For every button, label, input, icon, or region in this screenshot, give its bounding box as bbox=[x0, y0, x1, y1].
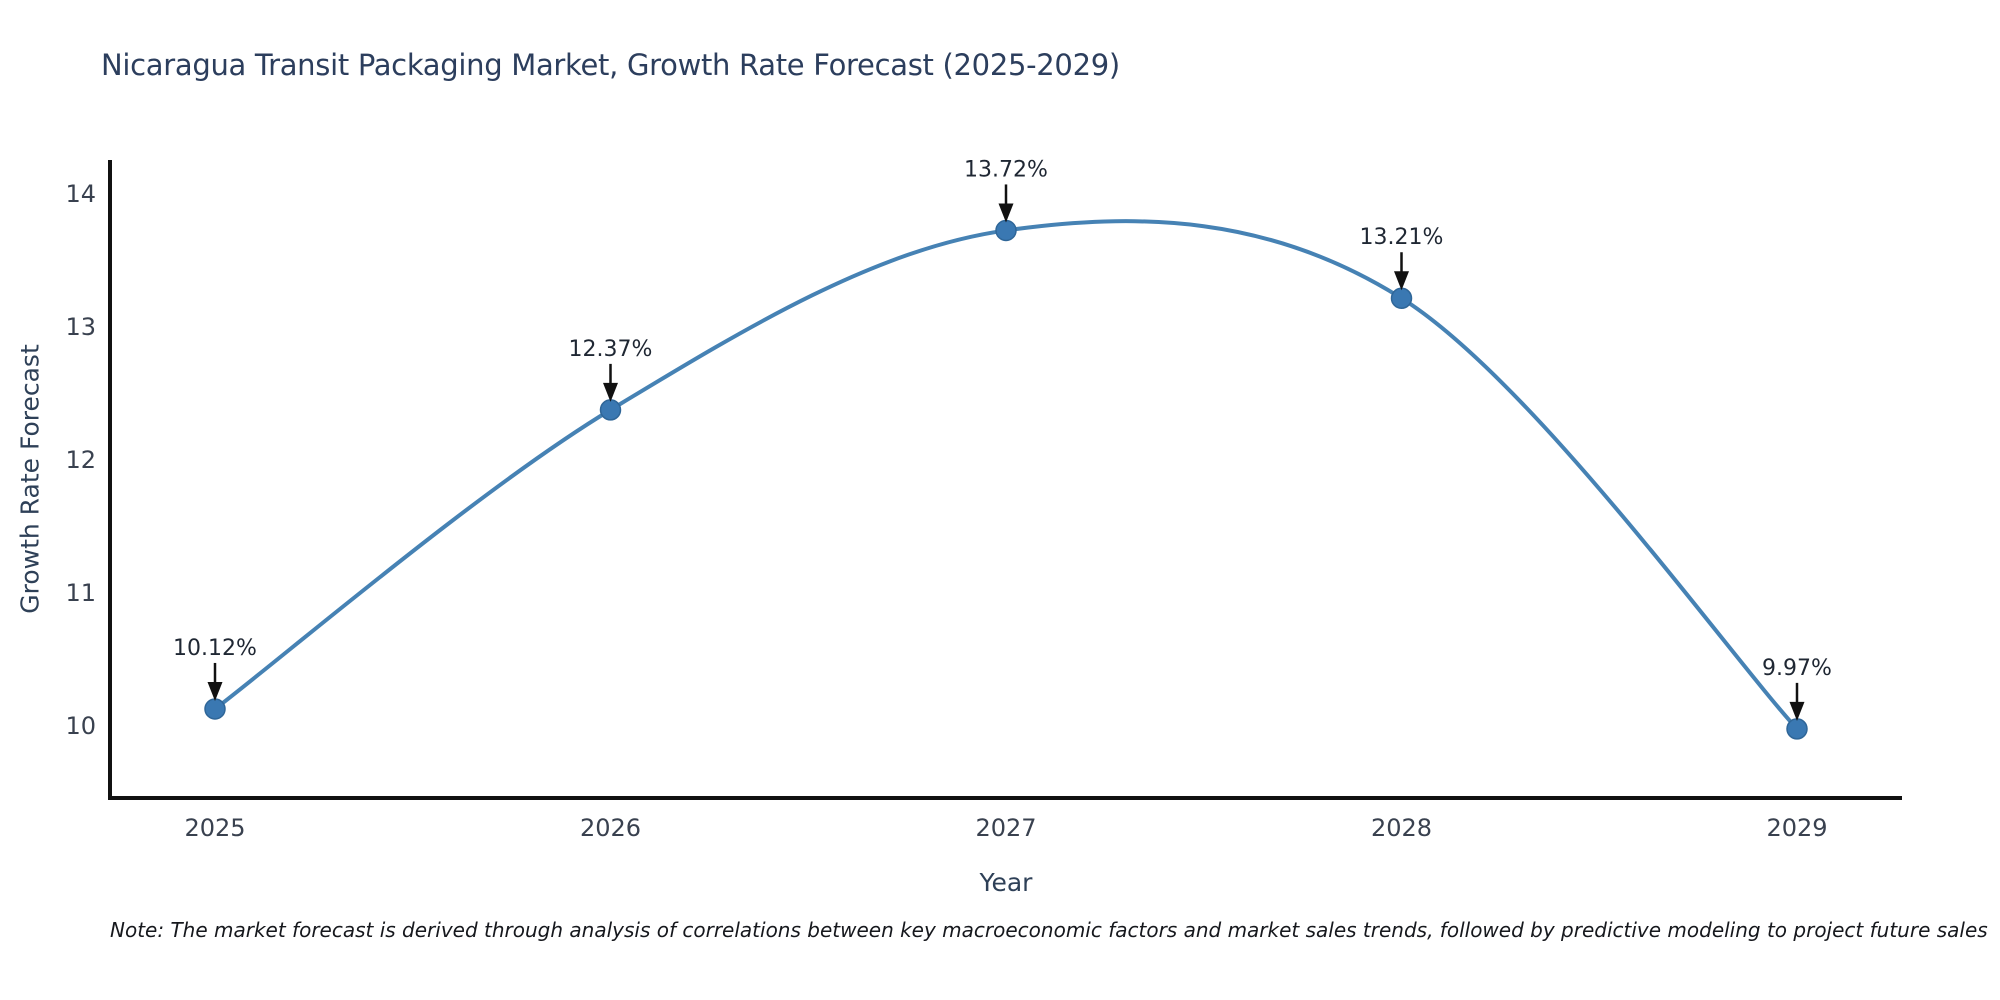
annotation-arrowhead-icon bbox=[207, 681, 223, 701]
x-tick-label: 2027 bbox=[975, 814, 1036, 842]
annotation-arrowhead-icon bbox=[1394, 271, 1409, 291]
data-point-2028 bbox=[1390, 287, 1413, 309]
data-point-label: 9.97% bbox=[1762, 656, 1832, 681]
data-point-2025 bbox=[204, 698, 226, 720]
data-point-label: 13.21% bbox=[1360, 225, 1444, 250]
x-tick-label: 2029 bbox=[1766, 814, 1827, 842]
y-tick-label: 13 bbox=[65, 313, 96, 341]
annotation-arrowhead-icon bbox=[1789, 701, 1805, 721]
x-tick-label: 2025 bbox=[184, 814, 245, 842]
data-point-label: 10.12% bbox=[173, 636, 257, 661]
line-chart-plot-area: 10 11 12 13 14 2025 2026 2027 2028 2029 10.12% 12.3… bbox=[65, 157, 1902, 842]
x-tick-label: 2026 bbox=[580, 814, 641, 842]
annotation-arrowhead-icon bbox=[998, 203, 1014, 223]
data-point-label: 12.37% bbox=[569, 337, 653, 362]
data-point-label: 13.72% bbox=[964, 157, 1048, 182]
y-tick-label: 10 bbox=[65, 712, 96, 740]
annotation-arrowhead-icon bbox=[603, 382, 618, 402]
data-point-2027 bbox=[995, 219, 1017, 242]
forecast-line bbox=[213, 219, 1799, 731]
x-tick-label: 2028 bbox=[1371, 814, 1432, 842]
y-tick-label: 11 bbox=[65, 579, 96, 607]
data-point-2026 bbox=[599, 399, 622, 421]
data-point-2029 bbox=[1786, 718, 1808, 740]
x-axis-label: Year bbox=[979, 868, 1033, 897]
footnote: Note: The market forecast is derived thr… bbox=[110, 918, 1988, 942]
y-tick-label: 14 bbox=[65, 180, 96, 208]
y-tick-label: 12 bbox=[65, 446, 96, 474]
chart-title: Nicaragua Transit Packaging Market, Grow… bbox=[101, 48, 1120, 82]
